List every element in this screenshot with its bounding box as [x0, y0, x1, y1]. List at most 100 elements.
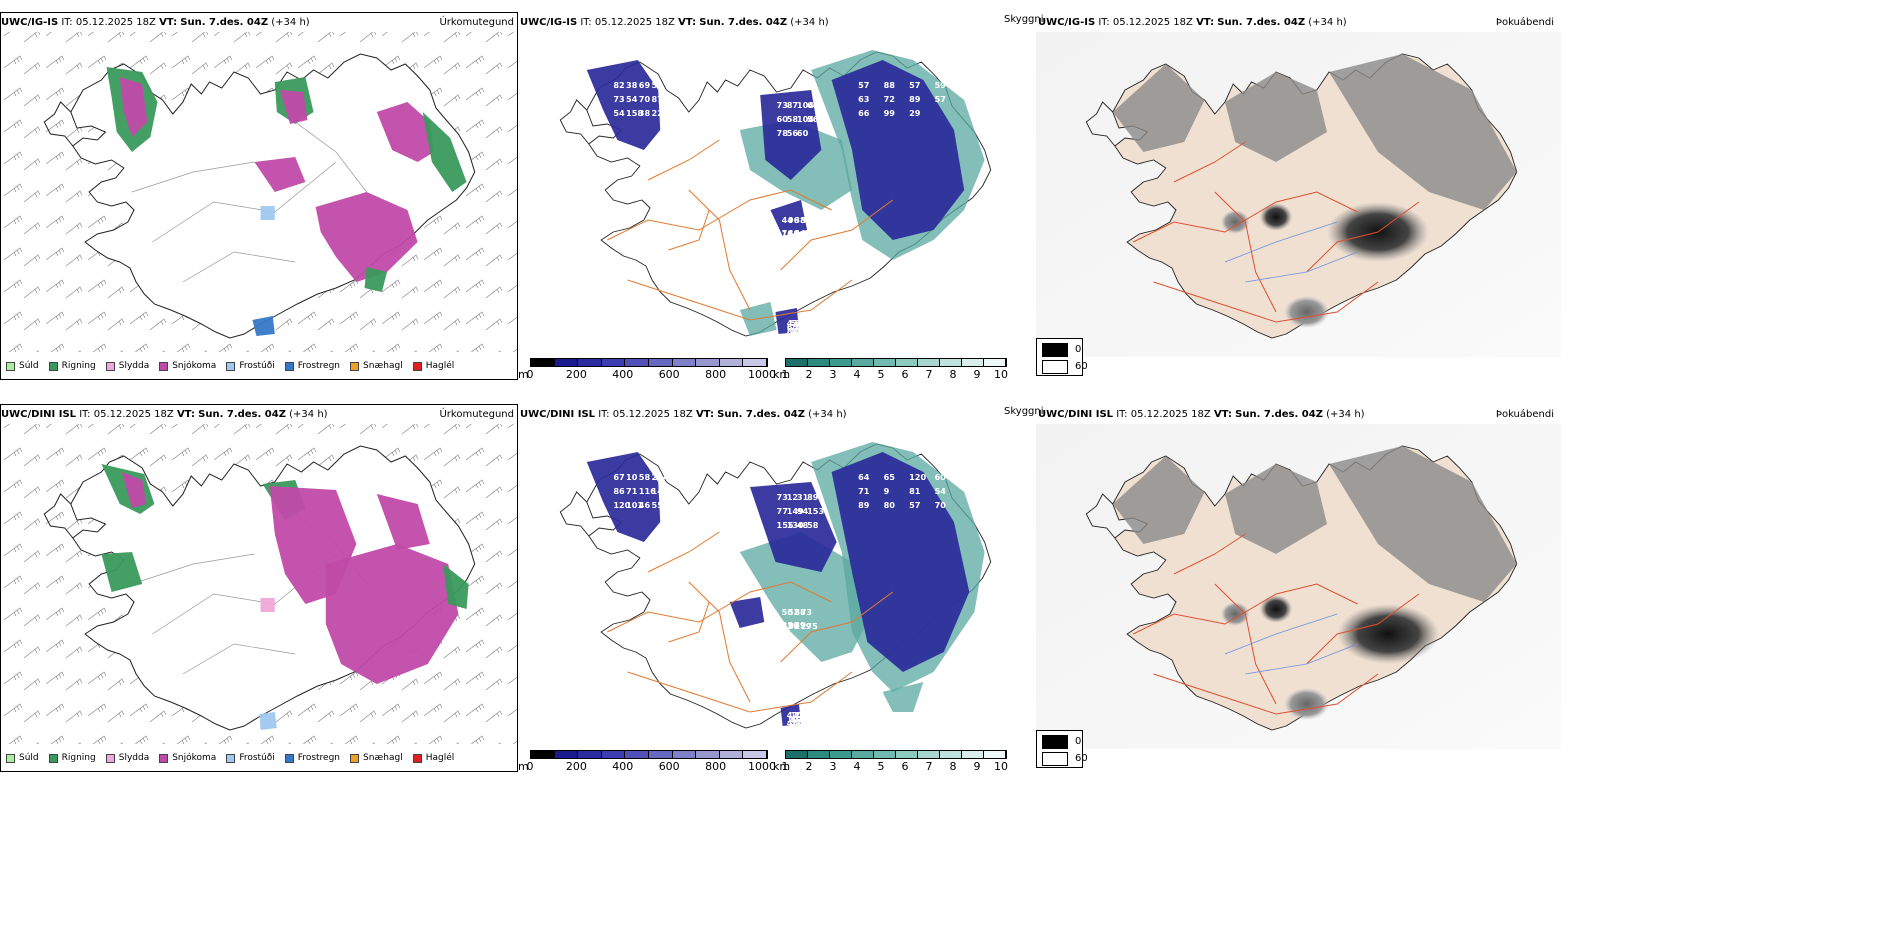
cloud-base-label: 158	[626, 108, 643, 118]
model-name: UWC/IG-IS	[1, 17, 59, 28]
precip-map	[1, 32, 517, 352]
legend-item-frostúði: Frostúði	[226, 753, 275, 763]
cloud-base-label: 38	[626, 80, 638, 90]
colorbar-tick: 9	[973, 760, 981, 773]
legend-swatch	[284, 753, 294, 763]
precip-area	[279, 90, 308, 124]
it-label: IT:	[1098, 17, 1110, 28]
cloud-base-label: 54	[791, 318, 803, 328]
it-value: 05.12.2025 18Z	[612, 409, 693, 420]
fog-legend-swatch	[1042, 752, 1068, 766]
legend-label: Haglél	[425, 361, 455, 371]
colorbar-bar1: m 0 200 400 600 800 1000	[518, 358, 776, 381]
cloud-base-label: 63	[858, 94, 869, 104]
colorbar-segment	[531, 359, 555, 366]
cloud-base-label: 39	[794, 620, 806, 630]
legend-swatch	[226, 753, 236, 763]
colorbar-tick: 0	[526, 760, 534, 773]
colorbar-segment	[601, 359, 626, 366]
cloud-base-label: 59	[935, 80, 947, 90]
cloud-base-label: 48	[797, 520, 809, 530]
panel-frame	[0, 404, 518, 772]
legend-item-slydda: Slydda	[105, 753, 149, 763]
precip-area	[376, 494, 430, 550]
colorbar-segment	[962, 751, 984, 758]
fog-legend: 0 60	[1036, 338, 1088, 376]
cloud-base-label: 149	[787, 506, 804, 516]
cloud-base-label: 153	[807, 506, 824, 516]
colorbar-tick: 3	[829, 368, 837, 381]
legend-swatch	[105, 753, 115, 763]
precip-area	[254, 157, 306, 192]
cloud-base-label: 52	[788, 607, 799, 617]
model-name: UWC/DINI ISL	[1038, 409, 1114, 420]
legend-swatch	[6, 753, 15, 763]
legend-swatch	[48, 361, 58, 371]
cloud-base-label: 65	[884, 472, 896, 482]
colorbar-segment	[940, 751, 962, 758]
cloud-base-label: 82	[613, 80, 624, 90]
cloud-base-label: 204	[652, 472, 669, 482]
cloud-base-label: 56	[787, 128, 799, 138]
cloud-base-label: 9	[884, 486, 890, 496]
colorbar-tick: 9	[973, 368, 981, 381]
cloud-base-label: 54	[613, 108, 625, 118]
cloud-base-label: 130	[787, 520, 804, 530]
legend-label: Frostregn	[297, 753, 341, 763]
cloud-base-label: 29	[909, 108, 921, 118]
precip-type-panel: Súld Rigning Slydda Snjókoma Frostúði Frostre…	[0, 12, 518, 380]
it-value: 05.12.2025 18Z	[93, 409, 174, 420]
legend-item-frostregn: Frostregn	[284, 361, 340, 371]
panel-frame	[0, 12, 518, 380]
cloud-base-label: 57	[858, 80, 869, 90]
fog-legend-label: 60	[1075, 753, 1088, 764]
cloud-base-label: 76	[782, 228, 794, 238]
cloud-base-label: 49	[788, 228, 800, 238]
cloud-base-label: 69	[791, 714, 803, 724]
colorbar-segment	[531, 751, 555, 758]
precip-area	[121, 472, 147, 508]
legend-item-slydda: Slydda	[105, 361, 149, 371]
cloud-base-label: 108	[794, 322, 811, 332]
cloud-base-label: 69	[639, 80, 651, 90]
model-name: UWC/DINI ISL	[520, 409, 596, 420]
legend-swatch	[159, 753, 169, 763]
cloud-base-label: 216	[782, 620, 799, 630]
run-info-header: UWC/IG-IS IT: 05.12.2025 18Z VT: Sun. 7.…	[520, 17, 829, 29]
cloud-base-label: 104	[797, 114, 814, 124]
fog-map	[1036, 32, 1561, 357]
legend-label: Frostúði	[239, 361, 275, 371]
cloud-base-label: 99	[788, 620, 800, 630]
cloud-base-label: 72	[884, 94, 895, 104]
colorbar-segment	[625, 751, 649, 758]
cloud-base-label: 89	[858, 500, 870, 510]
precip-area	[259, 712, 277, 730]
cloud-base-label: 53	[788, 229, 799, 239]
precip-map	[1, 424, 517, 744]
colorbar-segment	[852, 359, 874, 366]
colorbar-tick: 10	[994, 368, 1008, 381]
colorbar-tick: 5	[877, 760, 885, 773]
vt-value: Sun. 7.des. 04Z	[180, 17, 269, 28]
cloud-base-label: 66	[807, 100, 819, 110]
cloud-base-label: 270	[798, 714, 815, 724]
cloud-base-label: 64	[858, 472, 870, 482]
colorbar-segment	[896, 359, 918, 366]
fog-legend-swatch	[1042, 343, 1068, 357]
colorbar-segment	[696, 751, 720, 758]
legend-swatch	[350, 361, 360, 371]
colorbar-segment	[786, 751, 808, 758]
colorbar-segment	[830, 359, 852, 366]
colorbar-tick: 1	[781, 760, 789, 773]
run-info-header: UWC/IG-IS IT: 05.12.2025 18Z VT: Sun. 7.…	[1, 17, 310, 29]
legend-label: Snjókoma	[172, 361, 217, 371]
colorbar-segment	[719, 359, 744, 366]
legend-item-frostregn: Frostregn	[284, 753, 341, 763]
panel-title: Þokuábendi	[1495, 17, 1554, 28]
colorbar-strip	[530, 358, 768, 367]
colorbar-segment	[696, 359, 720, 366]
cloud-base-label: 69	[788, 621, 800, 631]
colorbar-tick: 400	[612, 760, 634, 773]
colorbar-tick: 3	[829, 760, 837, 773]
cloud-base-label: 99	[801, 229, 813, 239]
